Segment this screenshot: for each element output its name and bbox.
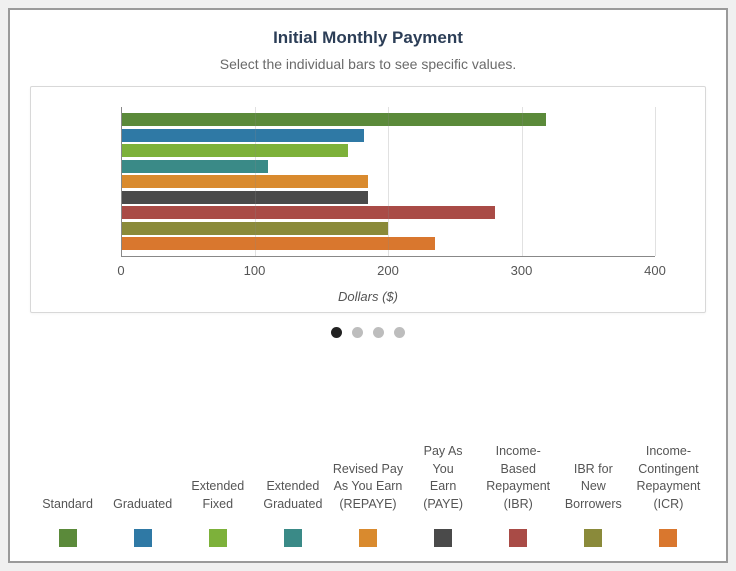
legend-swatch-cell [180,529,255,547]
chart-bar[interactable] [121,144,348,157]
legend-swatch-cell [30,529,105,547]
pager-dots [30,327,706,338]
grid-line [121,107,122,256]
chart-subtitle: Select the individual bars to see specif… [30,56,706,72]
legend-swatch [359,529,377,547]
legend-label: ExtendedFixed [180,478,255,513]
legend-swatch-cell [406,529,481,547]
x-tick: 200 [377,263,399,278]
legend-label: IBR forNewBorrowers [556,461,631,514]
pager-dot[interactable] [373,327,384,338]
legend-swatch-cell [631,529,706,547]
legend-swatch-cell [481,529,556,547]
legend-label: ExtendedGraduated [255,478,330,513]
legend-label: Income-ContingentRepayment(ICR) [631,443,706,513]
legend-swatch [584,529,602,547]
legend-swatch [284,529,302,547]
legend-swatch-cell [105,529,180,547]
x-axis-label: Dollars ($) [61,289,675,304]
legend-label: Standard [30,496,105,514]
chart-bar[interactable] [121,129,364,142]
grid-line [388,107,389,256]
legend-swatch-cell [255,529,330,547]
pager-dot[interactable] [352,327,363,338]
legend-swatch [434,529,452,547]
legend-label: Graduated [105,496,180,514]
legend-swatch [659,529,677,547]
legend-swatch [209,529,227,547]
chart-bar[interactable] [121,113,546,126]
grid-line [522,107,523,256]
legend: StandardGraduatedExtendedFixedExtendedGr… [30,413,706,547]
x-tick: 400 [644,263,666,278]
chart-bar[interactable] [121,191,368,204]
chart-plot: 0100200300400 [121,107,655,257]
legend-swatch [59,529,77,547]
chart-bar[interactable] [121,206,495,219]
pager-dot[interactable] [394,327,405,338]
legend-swatch-row [30,529,706,547]
legend-swatch-cell [556,529,631,547]
legend-labels-row: StandardGraduatedExtendedFixedExtendedGr… [30,443,706,513]
legend-swatch [134,529,152,547]
chart-title: Initial Monthly Payment [30,28,706,48]
legend-label: Pay AsYouEarn(PAYE) [406,443,481,513]
chart-bar[interactable] [121,160,268,173]
chart-card: 0100200300400 Dollars ($) [30,86,706,313]
legend-label: Revised PayAs You Earn(REPAYE) [330,461,405,514]
grid-line [255,107,256,256]
legend-swatch-cell [330,529,405,547]
pager-dot[interactable] [331,327,342,338]
grid-line [655,107,656,256]
chart-area: 0100200300400 [121,107,655,287]
chart-panel: Initial Monthly Payment Select the indiv… [8,8,728,563]
x-tick: 100 [244,263,266,278]
chart-bar[interactable] [121,175,368,188]
x-tick: 0 [117,263,124,278]
x-tick: 300 [511,263,533,278]
legend-label: Income-BasedRepayment(IBR) [481,443,556,513]
legend-swatch [509,529,527,547]
